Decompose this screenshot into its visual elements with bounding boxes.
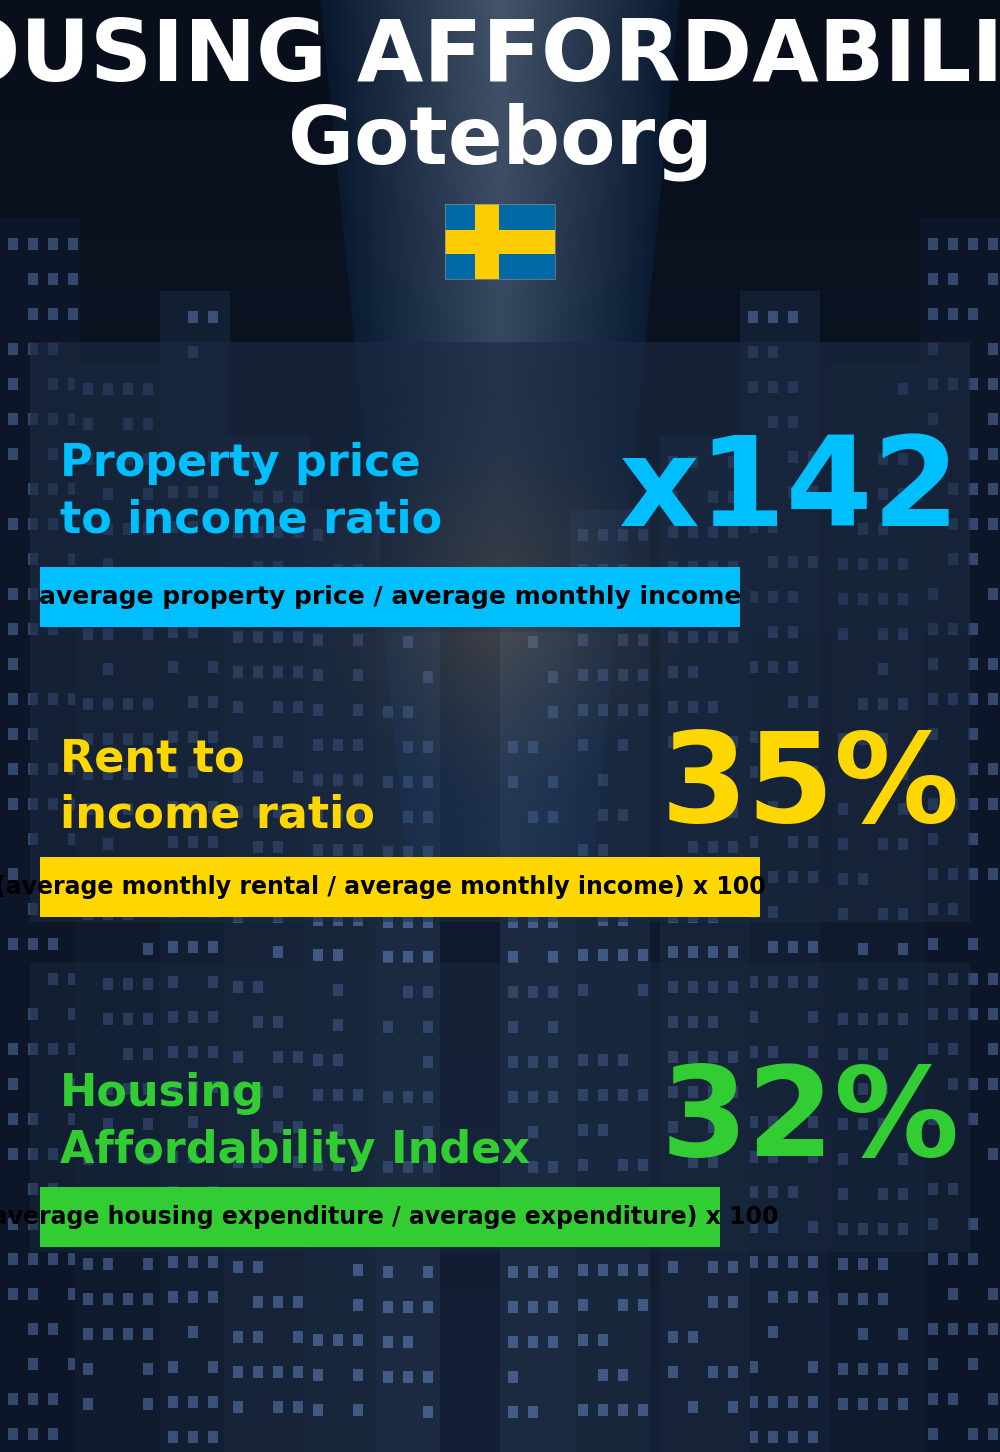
Text: (average monthly rental / average monthly income) x 100: (average monthly rental / average monthl… bbox=[0, 876, 765, 899]
Bar bbox=[40, 857, 760, 918]
Text: average property price / average monthly income: average property price / average monthly… bbox=[39, 585, 741, 608]
Text: Goteborg: Goteborg bbox=[288, 103, 712, 182]
Text: x142: x142 bbox=[618, 431, 960, 553]
Bar bbox=[445, 229, 555, 254]
Text: Rent to
income ratio: Rent to income ratio bbox=[60, 738, 375, 836]
Text: 32%: 32% bbox=[661, 1061, 960, 1182]
Bar bbox=[30, 963, 970, 1252]
Text: HOUSING AFFORDABILITY: HOUSING AFFORDABILITY bbox=[0, 16, 1000, 99]
Bar bbox=[445, 203, 555, 279]
Bar bbox=[475, 203, 499, 279]
Bar bbox=[40, 566, 740, 627]
Text: Property price
to income ratio: Property price to income ratio bbox=[60, 443, 442, 542]
Bar bbox=[30, 343, 970, 632]
Text: 35%: 35% bbox=[661, 726, 960, 848]
Bar bbox=[30, 632, 970, 922]
Text: (average housing expenditure / average expenditure) x 100: (average housing expenditure / average e… bbox=[0, 1205, 779, 1228]
Bar bbox=[445, 203, 555, 279]
Bar bbox=[40, 1186, 720, 1247]
Text: Housing
Affordability Index: Housing Affordability Index bbox=[60, 1072, 530, 1172]
